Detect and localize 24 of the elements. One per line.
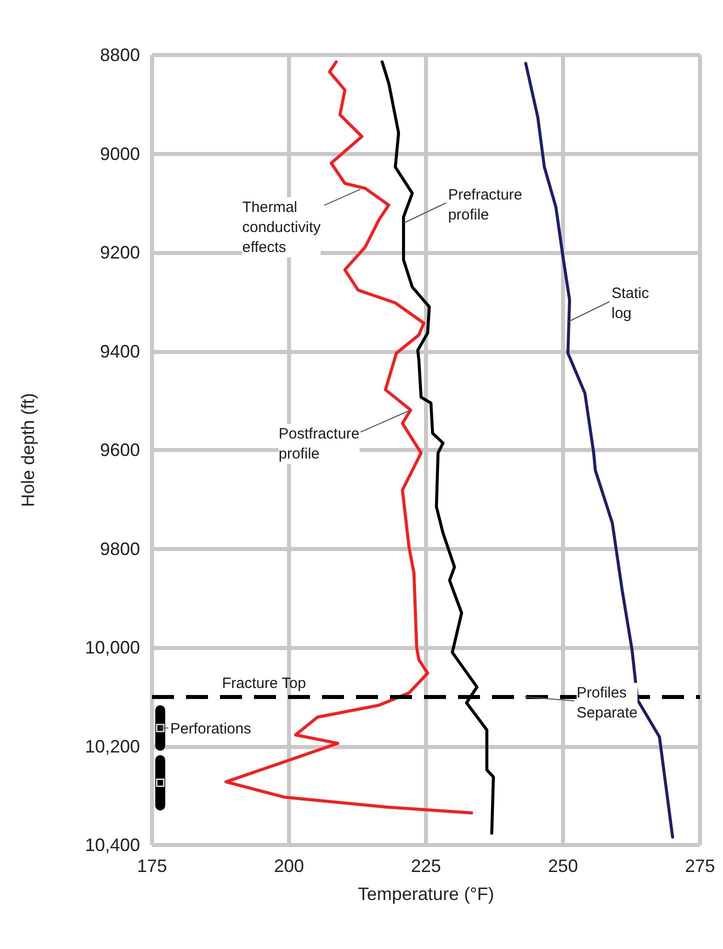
- y-tick-label: 8800: [100, 45, 140, 65]
- x-tick-label: 200: [274, 856, 304, 876]
- x-tick-label: 250: [548, 856, 578, 876]
- y-tick-label: 9000: [100, 144, 140, 164]
- ref-line-label: Fracture Top: [222, 674, 306, 692]
- x-tick-label: 225: [410, 856, 442, 876]
- annotation: Profiles Separate: [576, 684, 638, 722]
- annotation: Postfracture profile: [278, 426, 360, 463]
- y-tick-label: 9600: [100, 440, 140, 460]
- y-axis-title: Hole depth (ft): [18, 392, 38, 508]
- y-tick-label: 10,200: [84, 736, 140, 756]
- y-tick-label: 9400: [100, 341, 140, 362]
- line-series: [524, 62, 674, 839]
- annotation: Prefracture profile: [448, 186, 522, 224]
- annotation: Static log: [611, 285, 650, 322]
- y-tick-label: 9200: [100, 242, 140, 262]
- y-tick-label: 10,000: [84, 638, 140, 658]
- x-tick-label: 275: [684, 856, 716, 876]
- x-axis-title: Temperature (°F): [358, 884, 494, 904]
- annotation: Perforations: [170, 720, 252, 738]
- x-tick-label: 175: [136, 856, 168, 876]
- y-tick-label: 9800: [100, 538, 140, 559]
- y-tick-label: 10,400: [84, 835, 140, 855]
- annotation: Thermal conductivity effects: [242, 198, 322, 256]
